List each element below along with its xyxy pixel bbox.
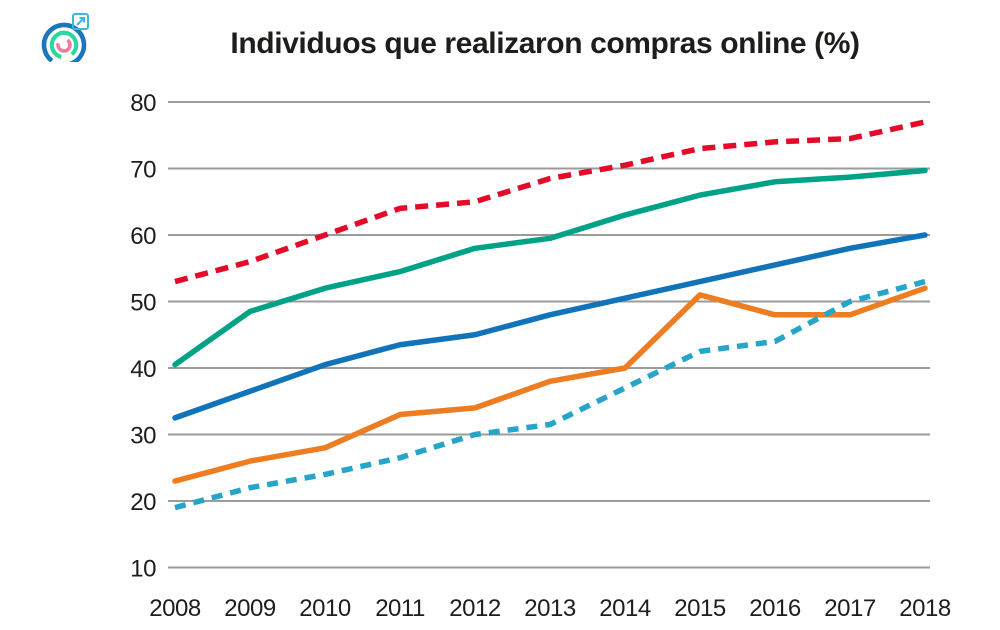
logo-svg [41,13,89,68]
external-link-icon[interactable] [72,13,89,30]
x-tick-label-2010: 2010 [299,595,351,622]
x-tick-label-2016: 2016 [749,595,801,622]
x-tick-label-2013: 2013 [524,595,576,622]
x-tick-label-2014: 2014 [599,595,651,622]
x-tick-label-2009: 2009 [224,595,276,622]
x-tick-label-2011: 2011 [375,595,425,622]
x-tick-label-2008: 2008 [149,595,201,622]
logo-ring-inner [56,37,72,53]
line-cyan-dashed [174,278,926,511]
y-tick-label-60: 60 [130,223,156,250]
y-tick-label-40: 40 [130,356,156,383]
y-tick-label-50: 50 [130,290,156,317]
x-tick-label-2015: 2015 [674,595,726,622]
logo[interactable] [20,10,100,68]
y-tick-label-10: 10 [130,556,156,583]
page-title: Individuos que realizaron compras online… [230,27,860,60]
x-tick-label-2018: 2018 [899,595,951,622]
y-tick-label-30: 30 [130,423,156,450]
y-tick-label-80: 80 [130,90,156,117]
y-tick-label-20: 20 [130,489,156,516]
line-red-dashed [174,119,926,285]
line-green-solid [172,167,928,368]
logo-ring-middle [49,30,79,60]
x-tick-label-2017: 2017 [824,595,876,622]
y-tick-label-70: 70 [130,157,156,184]
line-orange-solid [172,285,928,484]
x-tick-label-2012: 2012 [449,595,501,622]
line-blue-solid [172,232,928,421]
